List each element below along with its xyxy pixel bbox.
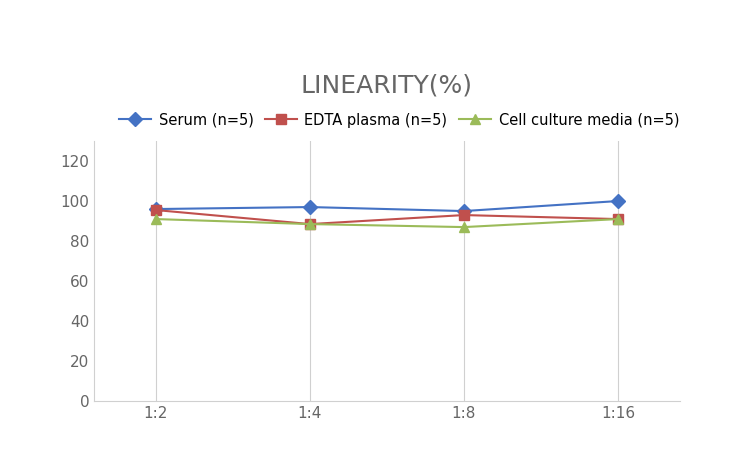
Serum (n=5)	[152, 207, 161, 212]
Text: LINEARITY(%): LINEARITY(%)	[301, 74, 473, 98]
Cell culture media (n=5)	[306, 221, 315, 227]
Legend: Serum (n=5), EDTA plasma (n=5), Cell culture media (n=5): Serum (n=5), EDTA plasma (n=5), Cell cul…	[113, 107, 685, 133]
Serum (n=5)	[459, 208, 468, 214]
Cell culture media (n=5)	[459, 225, 468, 230]
Serum (n=5)	[306, 204, 315, 210]
Line: Cell culture media (n=5): Cell culture media (n=5)	[151, 214, 623, 232]
Cell culture media (n=5)	[613, 216, 622, 222]
EDTA plasma (n=5)	[152, 207, 161, 213]
EDTA plasma (n=5)	[306, 221, 315, 227]
EDTA plasma (n=5)	[459, 212, 468, 218]
EDTA plasma (n=5)	[613, 216, 622, 222]
Serum (n=5)	[613, 198, 622, 204]
Line: Serum (n=5): Serum (n=5)	[151, 196, 623, 216]
Line: EDTA plasma (n=5): EDTA plasma (n=5)	[151, 205, 623, 229]
Cell culture media (n=5)	[152, 216, 161, 222]
